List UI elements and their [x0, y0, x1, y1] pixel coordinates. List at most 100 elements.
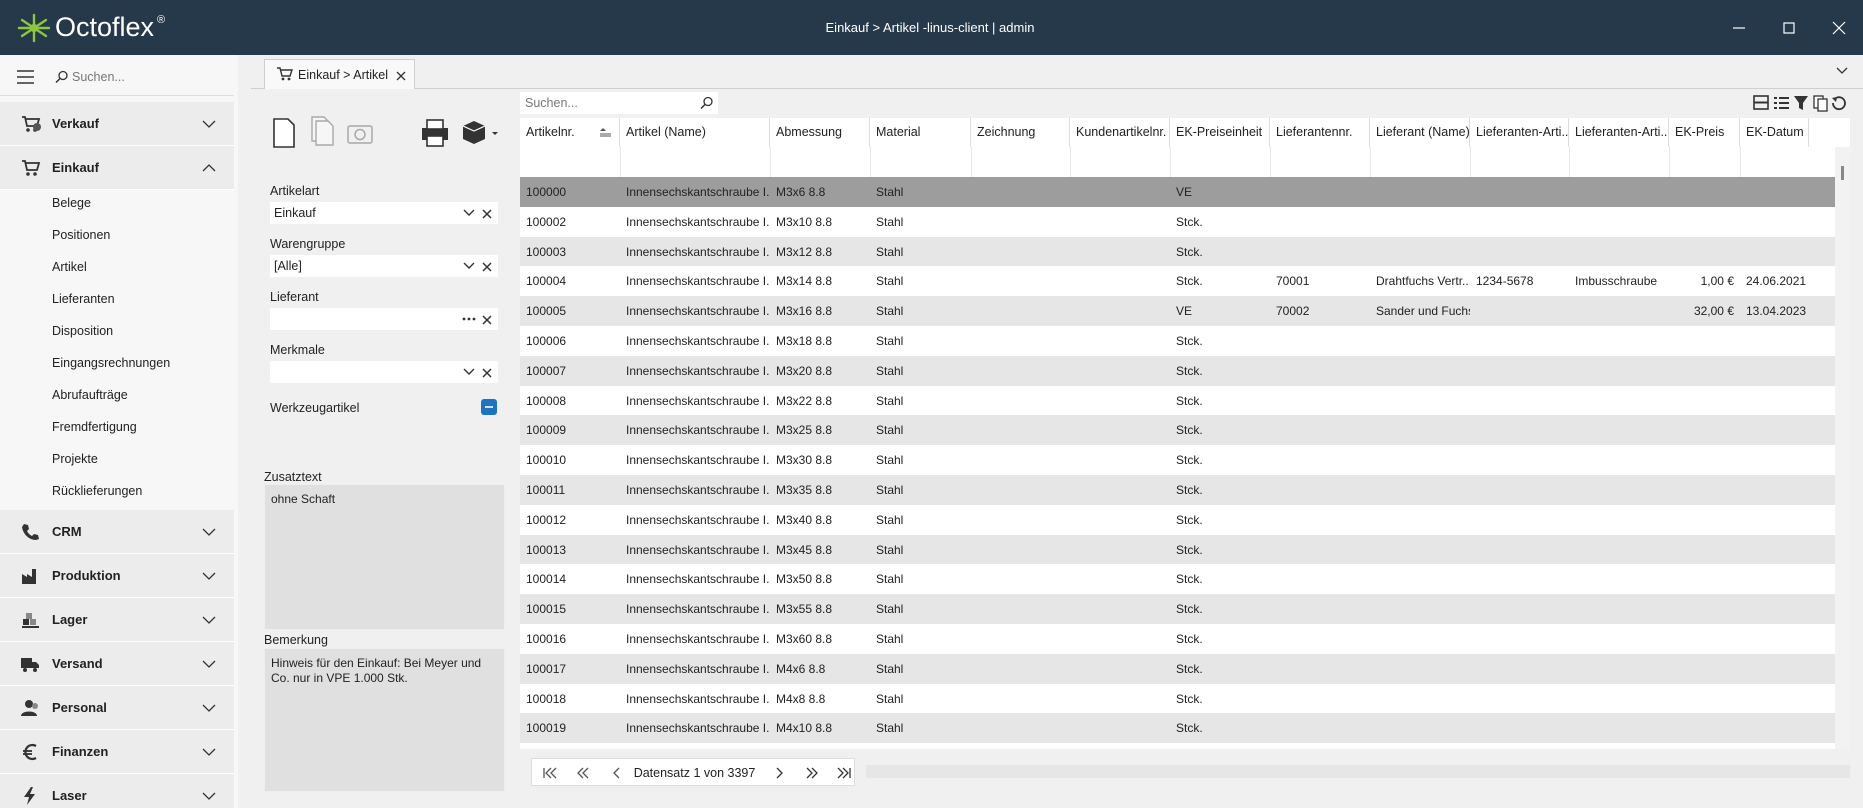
expand-chevron[interactable]	[202, 659, 216, 669]
grid-row[interactable]: 100018 Innensechskantschraube I... M4x8 8.…	[520, 683, 1835, 714]
column-header[interactable]: Lieferantennr.	[1270, 118, 1370, 147]
nav-item[interactable]: Belege	[52, 196, 91, 210]
column-header[interactable]: EK-Preiseinheit	[1170, 118, 1270, 147]
window-controls[interactable]	[1725, 18, 1855, 38]
grid-row[interactable]: 100007 Innensechskantschraube I... M3x20 8…	[520, 355, 1835, 386]
expand-chevron[interactable]	[202, 615, 216, 625]
nav-item[interactable]: Disposition	[52, 324, 114, 338]
text-area[interactable]: Hinweis für den Einkauf: Bei Meyer und C…	[264, 648, 505, 792]
nav-section[interactable]: Lager	[0, 598, 234, 642]
column-header[interactable]: Zeichnung	[971, 118, 1070, 147]
expand-chevron[interactable]	[202, 119, 216, 129]
grid-cell: Stahl	[876, 214, 904, 229]
expand-chevron[interactable]	[202, 747, 216, 757]
vertical-scrollbar[interactable]	[1835, 147, 1850, 749]
pager-back-buttons[interactable]	[536, 766, 636, 780]
lookup-field[interactable]	[270, 308, 498, 330]
column-header[interactable]: Lieferanten-Arti...	[1470, 118, 1569, 147]
column-header[interactable]: EK-Preis	[1669, 118, 1740, 147]
scrollbar-thumb[interactable]	[1841, 166, 1844, 180]
column-header[interactable]: Lieferant (Name)	[1370, 118, 1470, 147]
dropdown-field[interactable]: [Alle]	[270, 255, 498, 277]
nav-section[interactable]: CRM	[0, 510, 234, 554]
menu-icon[interactable]	[16, 69, 36, 85]
grid-row[interactable]: 100015 Innensechskantschraube I... M3x55 8…	[520, 594, 1835, 625]
grid-row[interactable]: 100010 Innensechskantschraube I... M3x30 8…	[520, 445, 1835, 476]
dropdown-field[interactable]: Einkauf	[270, 202, 498, 224]
grid-row[interactable]: 100004 Innensechskantschraube I... M3x14 8…	[520, 266, 1835, 297]
nav-section[interactable]: Einkauf	[0, 146, 234, 190]
tab-dropdown[interactable]	[1836, 66, 1848, 76]
collapse-chevron[interactable]	[202, 163, 216, 173]
grid-row[interactable]: 100011 Innensechskantschraube I... M3x35 8…	[520, 475, 1835, 505]
nav-item[interactable]: Positionen	[52, 228, 111, 242]
expand-chevron[interactable]	[202, 791, 216, 801]
nav-section[interactable]: Versand	[0, 642, 234, 686]
dropdown-button[interactable]	[463, 262, 475, 270]
column-header[interactable]: Artikel (Name)	[620, 118, 770, 147]
horizontal-scrollbar[interactable]	[866, 765, 1850, 778]
nav-section[interactable]: Laser	[0, 774, 234, 808]
nav-item[interactable]: Artikel	[52, 260, 87, 274]
grid-row[interactable]: 100019 Innensechskantschraube I... M4x10 8…	[520, 713, 1835, 744]
dropdown-button[interactable]	[463, 368, 475, 376]
nav-item[interactable]: Projekte	[52, 452, 98, 466]
sidebar-search[interactable]: Suchen...	[72, 70, 125, 84]
grid-row[interactable]: 100006 Innensechskantschraube I... M3x18 8…	[520, 326, 1835, 356]
nav-item[interactable]: Fremdfertigung	[52, 420, 137, 434]
grid-row[interactable]: 100016 Innensechskantschraube I... M3x60 8…	[520, 624, 1835, 654]
dropdown-field[interactable]	[270, 361, 498, 383]
grid-cell: Innensechskantschraube I...	[626, 512, 770, 527]
column-header[interactable]: Lieferanten-Arti...	[1569, 118, 1669, 147]
pager-forward-buttons[interactable]	[770, 766, 854, 780]
grid-toolbar[interactable]	[1752, 94, 1852, 112]
clear-button[interactable]	[482, 262, 492, 272]
grid-row[interactable]: 100002 Innensechskantschraube I... M3x10 8…	[520, 206, 1835, 237]
nav-item[interactable]: Lieferanten	[52, 292, 115, 306]
column-header[interactable]: Material	[870, 118, 971, 147]
lookup-button[interactable]	[462, 317, 476, 321]
tab[interactable]: Einkauf > Artikel	[264, 59, 415, 89]
nav-item[interactable]: Eingangsrechnungen	[52, 356, 171, 370]
grid-cell: M3x45 8.8	[776, 542, 833, 557]
filter-divider	[770, 147, 771, 177]
column-header[interactable]: EK-Datum	[1740, 118, 1809, 147]
clear-button[interactable]	[482, 368, 492, 378]
expand-chevron[interactable]	[202, 703, 216, 713]
column-header[interactable]: Abmessung	[770, 118, 870, 147]
grid-row[interactable]: 100008 Innensechskantschraube I... M3x22 8…	[520, 385, 1835, 416]
grid-row[interactable]: 100017 Innensechskantschraube I... M4x6 8.…	[520, 653, 1835, 684]
nav-section[interactable]: Produktion	[0, 554, 234, 598]
sort-indicator[interactable]	[600, 127, 612, 137]
selected-row[interactable]: 100000 Innensechskantschraube I... M3x6 8.…	[520, 177, 1835, 207]
grid-cell: Innensechskantschraube I...	[626, 483, 770, 497]
grid-cell: Innensechskantschraube I...	[626, 393, 770, 408]
grid-cell: Stck.	[1176, 542, 1203, 557]
nav-section[interactable]: Verkauf	[0, 102, 234, 146]
grid-row[interactable]: 100005 Innensechskantschraube I... M3x16 8…	[520, 296, 1835, 327]
grid-cell: 100014	[526, 572, 567, 587]
text-area[interactable]: ohne Schaft	[264, 484, 505, 630]
expand-chevron[interactable]	[202, 571, 216, 581]
grid-row[interactable]: 100009 Innensechskantschraube I... M3x25 8…	[520, 415, 1835, 446]
grid-row[interactable]: 100012 Innensechskantschraube I... M3x40 8…	[520, 504, 1835, 535]
dropdown-button[interactable]	[463, 209, 475, 217]
nav-section[interactable]: Personal	[0, 686, 234, 730]
clear-button[interactable]	[482, 209, 492, 219]
checkbox[interactable]	[480, 398, 498, 416]
grid-row[interactable]: 100014 Innensechskantschraube I... M3x50 8…	[520, 564, 1835, 595]
expand-chevron[interactable]	[202, 527, 216, 537]
tab-close[interactable]	[396, 71, 406, 81]
logo-icon	[17, 13, 51, 43]
grid-search[interactable]: Suchen...	[520, 92, 718, 114]
clear-button[interactable]	[482, 315, 492, 325]
panel-toolbar[interactable]	[268, 116, 508, 150]
grid-cell: 100011	[526, 483, 566, 497]
column-header[interactable]: Kundenartikelnr.	[1070, 118, 1170, 147]
grid-row[interactable]: 100013 Innensechskantschraube I... M3x45 8…	[520, 534, 1835, 565]
nav-item[interactable]: Rücklieferungen	[52, 484, 143, 498]
column-header[interactable]: Artikelnr.	[520, 118, 620, 147]
nav-item[interactable]: Abrufaufträge	[52, 388, 128, 402]
nav-section[interactable]: Finanzen	[0, 730, 234, 774]
grid-row[interactable]: 100003 Innensechskantschraube I... M3x12 8…	[520, 236, 1835, 267]
